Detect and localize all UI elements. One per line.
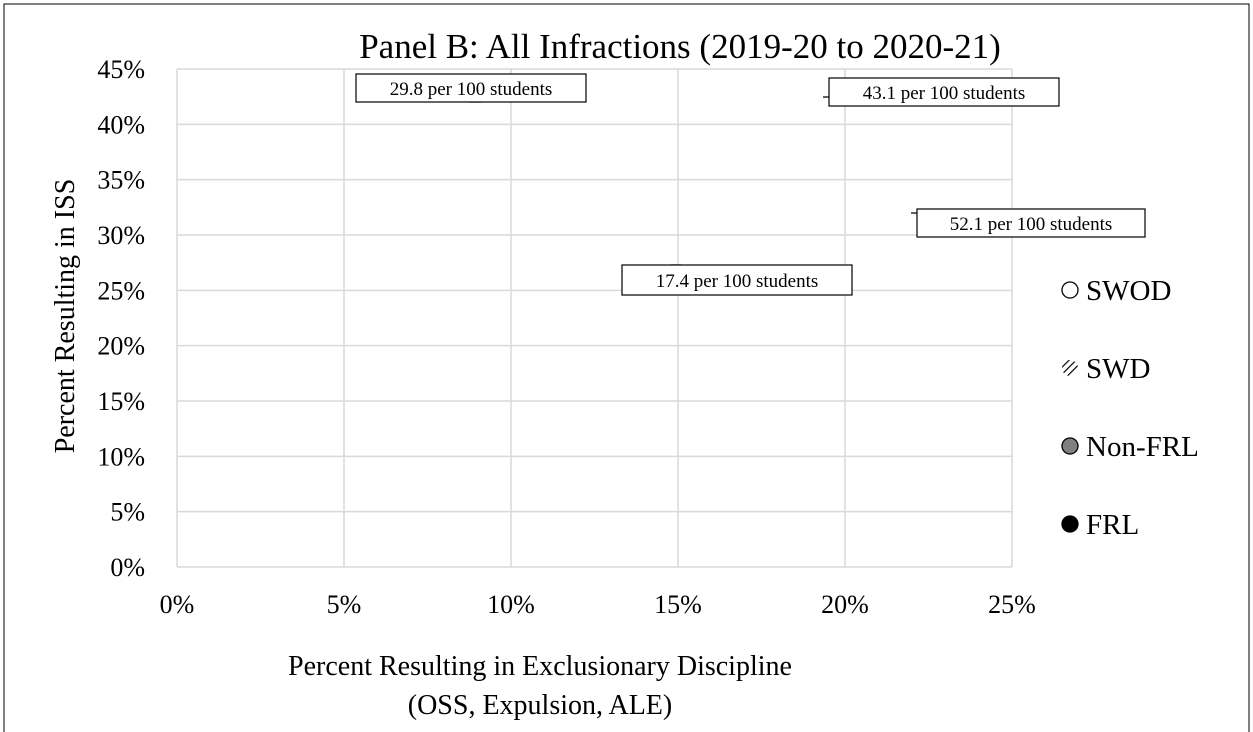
chart-frame: [3, 3, 1250, 732]
callout-box: [621, 264, 853, 296]
y-tick-label: 30%: [97, 221, 145, 250]
legend: SWOD SWD Non-FRL FRL: [1061, 275, 1199, 541]
legend-marker-non-frl: [1061, 437, 1079, 455]
chart-title: Panel B: All Infractions (2019-20 to 202…: [359, 27, 1001, 66]
bubble-data-label: 17.4 per 100 students: [656, 271, 819, 292]
legend-label: SWD: [1086, 353, 1150, 385]
x-axis-title-line-2: (OSS, Expulsion, ALE): [408, 690, 672, 721]
legend-marker-swod: [1061, 281, 1079, 299]
axes: 0% 5% 10% 15% 20% 25% 30% 35% 40% 45% 0% 5% 10% 15% 20…: [97, 55, 1036, 619]
x-tick-label: 15%: [654, 590, 702, 619]
y-tick-label: 5%: [110, 498, 145, 527]
callout-box: [355, 73, 587, 103]
y-tick-label: 15%: [97, 387, 145, 416]
y-axis-title: Percent Resulting in ISS: [50, 179, 81, 454]
callout-box: [916, 208, 1146, 238]
legend-label: Non-FRL: [1086, 431, 1199, 463]
y-tick-label: 10%: [97, 442, 145, 471]
x-tick-label: 10%: [487, 590, 535, 619]
bubble-data-label: 43.1 per 100 students: [863, 83, 1026, 104]
y-tick-label: 35%: [97, 166, 145, 195]
y-tick-label: 45%: [97, 55, 145, 84]
bubble-data-label: 29.8 per 100 students: [390, 79, 553, 100]
data-labels: 29.8 per 100 students 52.1 per 100 studen…: [355, 73, 1146, 296]
y-tick-label: 0%: [110, 553, 145, 582]
x-tick-label: 5%: [327, 590, 362, 619]
y-tick-label: 40%: [97, 110, 145, 139]
legend-label: SWOD: [1086, 275, 1171, 307]
y-tick-label: 25%: [97, 276, 145, 305]
y-tick-label: 20%: [97, 332, 145, 361]
bubble-data-label: 52.1 per 100 students: [950, 214, 1113, 235]
x-tick-label: 0%: [160, 590, 195, 619]
gridlines: [176, 68, 1013, 568]
legend-label: FRL: [1086, 509, 1139, 541]
callout-box: [828, 77, 1060, 107]
legend-marker-frl: [1061, 515, 1079, 533]
x-axis-title-line-1: Percent Resulting in Exclusionary Discip…: [288, 651, 792, 682]
legend-marker-swd: [1062, 360, 1078, 376]
x-tick-label: 20%: [821, 590, 869, 619]
x-tick-label: 25%: [988, 590, 1036, 619]
